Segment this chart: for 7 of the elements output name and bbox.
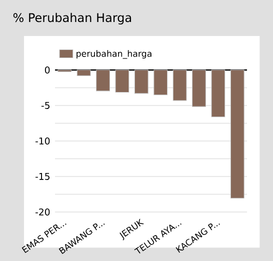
y-tick-label: -20	[36, 208, 50, 216]
y-tick-label: 0	[44, 66, 50, 74]
legend-label: perubahan_harga	[76, 50, 152, 59]
y-tick-label: -5	[41, 102, 50, 109]
y-tick-label: -10	[36, 137, 50, 145]
y-tick-label: -15	[36, 173, 50, 180]
chart-title: % Perubahan Harga	[13, 12, 132, 24]
